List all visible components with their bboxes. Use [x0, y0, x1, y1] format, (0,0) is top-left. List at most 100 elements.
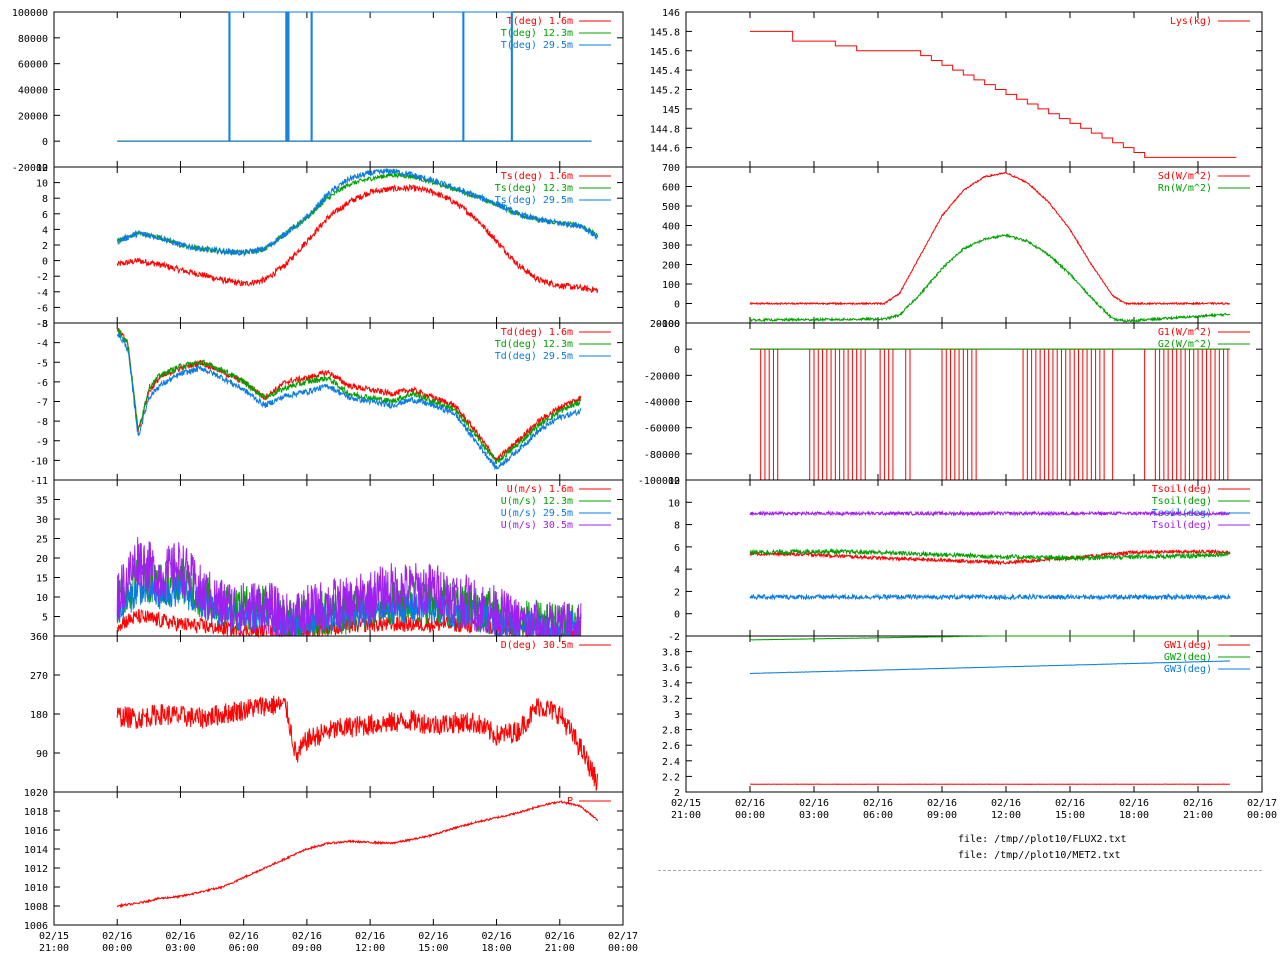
legend-label: Lys(kg) — [1170, 16, 1212, 27]
y-tick-label: 4 — [42, 225, 48, 236]
y-tick-label: 2.2 — [662, 772, 680, 783]
x-tick-label: 02/17 — [608, 931, 638, 942]
y-tick-label: 144.6 — [650, 144, 680, 155]
x-tick-label: 02/16 — [1119, 798, 1149, 809]
y-tick-label: 10 — [36, 179, 48, 190]
x-tick-label: 21:00 — [39, 943, 69, 954]
series-line — [750, 349, 1230, 480]
x-tick-label: 00:00 — [102, 943, 132, 954]
x-tick-label: 02/16 — [418, 931, 448, 942]
y-tick-label: -8 — [36, 417, 48, 428]
y-tick-label: 1020 — [24, 788, 48, 799]
y-tick-label: -6 — [36, 378, 48, 389]
series-GW-1 — [750, 636, 1230, 640]
x-tick-label: 02/16 — [863, 798, 893, 809]
y-tick-label: 145 — [662, 105, 680, 116]
x-tick-label: 02/16 — [927, 798, 957, 809]
plot-frame — [686, 12, 1262, 167]
plot-frame — [54, 792, 623, 925]
y-tick-label: 5 — [42, 613, 48, 624]
legend-label: Td(deg) 29.5m — [495, 351, 573, 362]
x-tick-label: 03:00 — [165, 943, 195, 954]
series-Tsoil-2 — [750, 595, 1230, 599]
y-tick-label: 300 — [662, 241, 680, 252]
y-tick-label: 1018 — [24, 807, 48, 818]
y-tick-label: -80000 — [644, 450, 680, 461]
x-tick-label: 00:00 — [735, 810, 765, 821]
x-tick-label: 18:00 — [482, 943, 512, 954]
y-tick-label: 145.2 — [650, 86, 680, 97]
x-tick-label: 09:00 — [927, 810, 957, 821]
y-tick-label: 12 — [36, 163, 48, 174]
y-tick-label: 6 — [674, 543, 680, 554]
legend-label: U(m/s) 1.6m — [507, 484, 573, 495]
y-tick-label: 180 — [30, 710, 48, 721]
y-tick-label: 144.8 — [650, 124, 680, 135]
y-tick-label: -40000 — [644, 398, 680, 409]
x-tick-label: 12:00 — [991, 810, 1021, 821]
x-tick-label: 00:00 — [608, 943, 638, 954]
x-tick-label: 09:00 — [292, 943, 322, 954]
panel-Tsoil: -2024681012Tsoil(deg)Tsoil(deg)Tsoil(deg… — [668, 476, 1262, 643]
y-tick-label: 15 — [36, 574, 48, 585]
footer-separator — [658, 870, 1262, 871]
legend-label: GW3(deg) — [1164, 664, 1212, 675]
y-tick-label: 146 — [662, 8, 680, 19]
y-tick-label: 3.6 — [662, 663, 680, 674]
y-tick-label: 0 — [42, 257, 48, 268]
panel-Lys: 144.6144.8145145.2145.4145.6145.8146Lys(… — [650, 8, 1262, 167]
y-tick-label: 2 — [42, 241, 48, 252]
x-tick-label: 15:00 — [418, 943, 448, 954]
x-tick-label: 02/17 — [1247, 798, 1277, 809]
y-tick-label: 25 — [36, 535, 48, 546]
x-tick-label: 21:00 — [1183, 810, 1213, 821]
y-tick-label: -4 — [36, 288, 48, 299]
panel-T: -20000020000400006000080000100000T(deg) … — [12, 8, 623, 174]
legend-label: Tsoil(deg) — [1152, 520, 1212, 531]
legend-label: G2(W/m^2) — [1158, 339, 1212, 350]
x-tick-label: 06:00 — [863, 810, 893, 821]
x-tick-label: 02/16 — [1183, 798, 1213, 809]
legend-label: Ts(deg) 29.5m — [495, 195, 573, 206]
series-line — [750, 595, 1230, 599]
legend-label: Rn(W/m^2) — [1158, 183, 1212, 194]
series-Sd-1 — [750, 235, 1230, 322]
y-tick-label: 700 — [662, 163, 680, 174]
y-tick-label: 1012 — [24, 864, 48, 875]
y-tick-label: 80000 — [18, 34, 48, 45]
y-tick-label: 0 — [674, 300, 680, 311]
series-D-0 — [117, 696, 598, 791]
legend-label: Ts(deg) 1.6m — [501, 171, 573, 182]
series-line — [117, 801, 598, 907]
series-line — [750, 31, 1236, 157]
x-tick-label: 02/16 — [482, 931, 512, 942]
legend-label: Td(deg) 12.3m — [495, 339, 573, 350]
series-G-0 — [750, 349, 1230, 480]
legend-label: G1(W/m^2) — [1158, 327, 1212, 338]
x-tick-label: 02/16 — [735, 798, 765, 809]
y-tick-label: -7 — [36, 398, 48, 409]
x-tick-label: 00:00 — [1247, 810, 1277, 821]
y-tick-label: 20000 — [650, 319, 680, 330]
y-tick-label: -2 — [36, 272, 48, 283]
legend-label: U(m/s) 12.3m — [501, 496, 573, 507]
legend-label: T(deg) 1.6m — [507, 16, 573, 27]
series-P-0 — [117, 801, 598, 907]
legend-label: U(m/s) 29.5m — [501, 508, 573, 519]
y-tick-label: -3 — [36, 319, 48, 330]
series-line — [750, 661, 1230, 674]
x-tick-label: 02/16 — [229, 931, 259, 942]
legend-label: Ts(deg) 12.3m — [495, 183, 573, 194]
x-tick-label: 02/15 — [671, 798, 701, 809]
legend-label: P — [567, 796, 573, 807]
y-tick-label: 2.8 — [662, 726, 680, 737]
y-tick-label: -9 — [36, 437, 48, 448]
y-tick-label: 145.8 — [650, 27, 680, 38]
x-tick-label: 15:00 — [1055, 810, 1085, 821]
y-tick-label: 2.4 — [662, 757, 680, 768]
